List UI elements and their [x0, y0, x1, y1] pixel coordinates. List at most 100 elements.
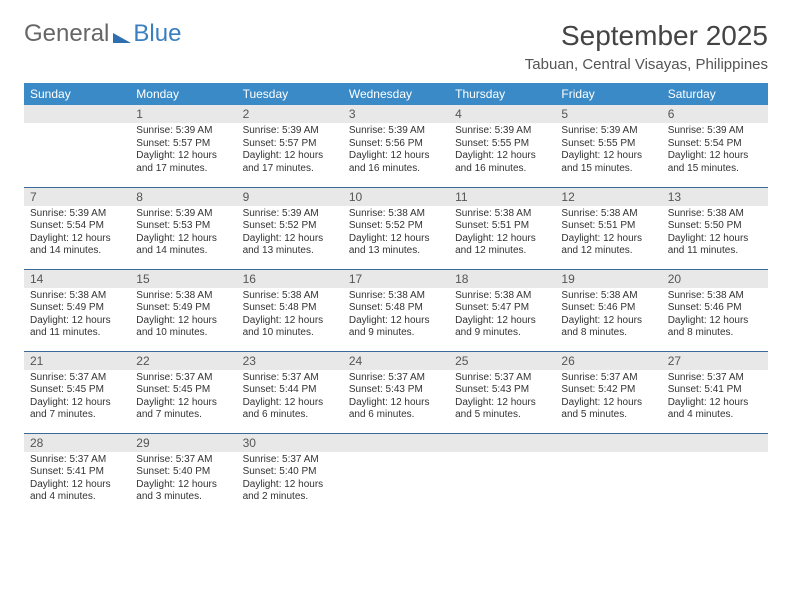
calendar-cell: 3Sunrise: 5:39 AMSunset: 5:56 PMDaylight…	[343, 105, 449, 187]
calendar-cell: 14Sunrise: 5:38 AMSunset: 5:49 PMDayligh…	[24, 269, 130, 351]
sunrise-text: Sunrise: 5:39 AM	[561, 125, 655, 138]
sunset-text: Sunset: 5:43 PM	[455, 384, 549, 397]
day-body: Sunrise: 5:39 AMSunset: 5:53 PMDaylight:…	[130, 206, 236, 262]
calendar-row: 28Sunrise: 5:37 AMSunset: 5:41 PMDayligh…	[24, 433, 768, 515]
calendar-cell: 25Sunrise: 5:37 AMSunset: 5:43 PMDayligh…	[449, 351, 555, 433]
daylight-text: Daylight: 12 hours and 14 minutes.	[30, 233, 124, 258]
logo-text-1: General	[24, 20, 109, 48]
day-body: Sunrise: 5:37 AMSunset: 5:45 PMDaylight:…	[130, 370, 236, 426]
sunrise-text: Sunrise: 5:39 AM	[455, 125, 549, 138]
daylight-text: Daylight: 12 hours and 10 minutes.	[136, 315, 230, 340]
sunset-text: Sunset: 5:54 PM	[30, 220, 124, 233]
sunset-text: Sunset: 5:42 PM	[561, 384, 655, 397]
calendar-cell: 17Sunrise: 5:38 AMSunset: 5:48 PMDayligh…	[343, 269, 449, 351]
month-title: September 2025	[525, 20, 768, 52]
calendar-cell: 29Sunrise: 5:37 AMSunset: 5:40 PMDayligh…	[130, 433, 236, 515]
day-number: 21	[24, 352, 130, 370]
calendar-cell: 18Sunrise: 5:38 AMSunset: 5:47 PMDayligh…	[449, 269, 555, 351]
calendar-cell: 2Sunrise: 5:39 AMSunset: 5:57 PMDaylight…	[237, 105, 343, 187]
sunset-text: Sunset: 5:40 PM	[136, 466, 230, 479]
calendar-cell: 16Sunrise: 5:38 AMSunset: 5:48 PMDayligh…	[237, 269, 343, 351]
sunrise-text: Sunrise: 5:38 AM	[349, 290, 443, 303]
calendar-cell: 1Sunrise: 5:39 AMSunset: 5:57 PMDaylight…	[130, 105, 236, 187]
calendar-head: SundayMondayTuesdayWednesdayThursdayFrid…	[24, 83, 768, 105]
calendar-cell: 27Sunrise: 5:37 AMSunset: 5:41 PMDayligh…	[662, 351, 768, 433]
calendar-cell: 24Sunrise: 5:37 AMSunset: 5:43 PMDayligh…	[343, 351, 449, 433]
sunset-text: Sunset: 5:55 PM	[561, 138, 655, 151]
daylight-text: Daylight: 12 hours and 2 minutes.	[243, 479, 337, 504]
calendar-cell: 28Sunrise: 5:37 AMSunset: 5:41 PMDayligh…	[24, 433, 130, 515]
calendar-cell: 11Sunrise: 5:38 AMSunset: 5:51 PMDayligh…	[449, 187, 555, 269]
sunset-text: Sunset: 5:55 PM	[455, 138, 549, 151]
daylight-text: Daylight: 12 hours and 7 minutes.	[136, 397, 230, 422]
day-body: Sunrise: 5:39 AMSunset: 5:56 PMDaylight:…	[343, 123, 449, 179]
weekday-header: Monday	[130, 83, 236, 105]
day-number: 6	[662, 105, 768, 123]
daylight-text: Daylight: 12 hours and 16 minutes.	[455, 150, 549, 175]
calendar-cell-empty	[449, 433, 555, 515]
sunrise-text: Sunrise: 5:37 AM	[243, 454, 337, 467]
day-number: 12	[555, 188, 661, 206]
daylight-text: Daylight: 12 hours and 17 minutes.	[136, 150, 230, 175]
day-body: Sunrise: 5:38 AMSunset: 5:46 PMDaylight:…	[555, 288, 661, 344]
daylight-text: Daylight: 12 hours and 11 minutes.	[30, 315, 124, 340]
sunrise-text: Sunrise: 5:39 AM	[243, 125, 337, 138]
calendar-cell: 10Sunrise: 5:38 AMSunset: 5:52 PMDayligh…	[343, 187, 449, 269]
day-body: Sunrise: 5:37 AMSunset: 5:40 PMDaylight:…	[130, 452, 236, 508]
day-number: 15	[130, 270, 236, 288]
day-number: 11	[449, 188, 555, 206]
day-body: Sunrise: 5:37 AMSunset: 5:40 PMDaylight:…	[237, 452, 343, 508]
day-body: Sunrise: 5:38 AMSunset: 5:52 PMDaylight:…	[343, 206, 449, 262]
day-body: Sunrise: 5:38 AMSunset: 5:48 PMDaylight:…	[237, 288, 343, 344]
calendar-cell: 23Sunrise: 5:37 AMSunset: 5:44 PMDayligh…	[237, 351, 343, 433]
sunrise-text: Sunrise: 5:37 AM	[561, 372, 655, 385]
day-body: Sunrise: 5:38 AMSunset: 5:51 PMDaylight:…	[449, 206, 555, 262]
day-body: Sunrise: 5:39 AMSunset: 5:55 PMDaylight:…	[555, 123, 661, 179]
calendar-cell: 4Sunrise: 5:39 AMSunset: 5:55 PMDaylight…	[449, 105, 555, 187]
sunrise-text: Sunrise: 5:39 AM	[349, 125, 443, 138]
sunset-text: Sunset: 5:49 PM	[30, 302, 124, 315]
calendar-body: 1Sunrise: 5:39 AMSunset: 5:57 PMDaylight…	[24, 105, 768, 515]
sunset-text: Sunset: 5:41 PM	[668, 384, 762, 397]
sunset-text: Sunset: 5:43 PM	[349, 384, 443, 397]
sunset-text: Sunset: 5:48 PM	[349, 302, 443, 315]
weekday-header: Thursday	[449, 83, 555, 105]
day-number: 26	[555, 352, 661, 370]
calendar-table: SundayMondayTuesdayWednesdayThursdayFrid…	[24, 83, 768, 515]
day-body: Sunrise: 5:38 AMSunset: 5:49 PMDaylight:…	[24, 288, 130, 344]
sunrise-text: Sunrise: 5:38 AM	[455, 208, 549, 221]
sunrise-text: Sunrise: 5:39 AM	[668, 125, 762, 138]
day-number: 2	[237, 105, 343, 123]
logo: General Blue	[24, 20, 181, 48]
calendar-cell: 22Sunrise: 5:37 AMSunset: 5:45 PMDayligh…	[130, 351, 236, 433]
day-number: 23	[237, 352, 343, 370]
weekday-header: Sunday	[24, 83, 130, 105]
daylight-text: Daylight: 12 hours and 5 minutes.	[455, 397, 549, 422]
calendar-cell: 30Sunrise: 5:37 AMSunset: 5:40 PMDayligh…	[237, 433, 343, 515]
calendar-row: 14Sunrise: 5:38 AMSunset: 5:49 PMDayligh…	[24, 269, 768, 351]
sunrise-text: Sunrise: 5:38 AM	[30, 290, 124, 303]
day-number: 14	[24, 270, 130, 288]
sunset-text: Sunset: 5:49 PM	[136, 302, 230, 315]
day-number: 9	[237, 188, 343, 206]
daylight-text: Daylight: 12 hours and 13 minutes.	[243, 233, 337, 258]
day-number: 17	[343, 270, 449, 288]
day-number: 1	[130, 105, 236, 123]
day-body: Sunrise: 5:39 AMSunset: 5:54 PMDaylight:…	[662, 123, 768, 179]
day-body: Sunrise: 5:37 AMSunset: 5:43 PMDaylight:…	[343, 370, 449, 426]
daylight-text: Daylight: 12 hours and 15 minutes.	[561, 150, 655, 175]
weekday-header: Wednesday	[343, 83, 449, 105]
location-subtitle: Tabuan, Central Visayas, Philippines	[525, 56, 768, 73]
calendar-cell: 5Sunrise: 5:39 AMSunset: 5:55 PMDaylight…	[555, 105, 661, 187]
sunrise-text: Sunrise: 5:39 AM	[243, 208, 337, 221]
daylight-text: Daylight: 12 hours and 14 minutes.	[136, 233, 230, 258]
calendar-page: General Blue September 2025 Tabuan, Cent…	[0, 0, 792, 535]
sunset-text: Sunset: 5:45 PM	[30, 384, 124, 397]
daylight-text: Daylight: 12 hours and 16 minutes.	[349, 150, 443, 175]
calendar-cell: 8Sunrise: 5:39 AMSunset: 5:53 PMDaylight…	[130, 187, 236, 269]
day-number: 18	[449, 270, 555, 288]
daylight-text: Daylight: 12 hours and 12 minutes.	[455, 233, 549, 258]
sunrise-text: Sunrise: 5:39 AM	[30, 208, 124, 221]
sunrise-text: Sunrise: 5:38 AM	[136, 290, 230, 303]
day-number: 24	[343, 352, 449, 370]
